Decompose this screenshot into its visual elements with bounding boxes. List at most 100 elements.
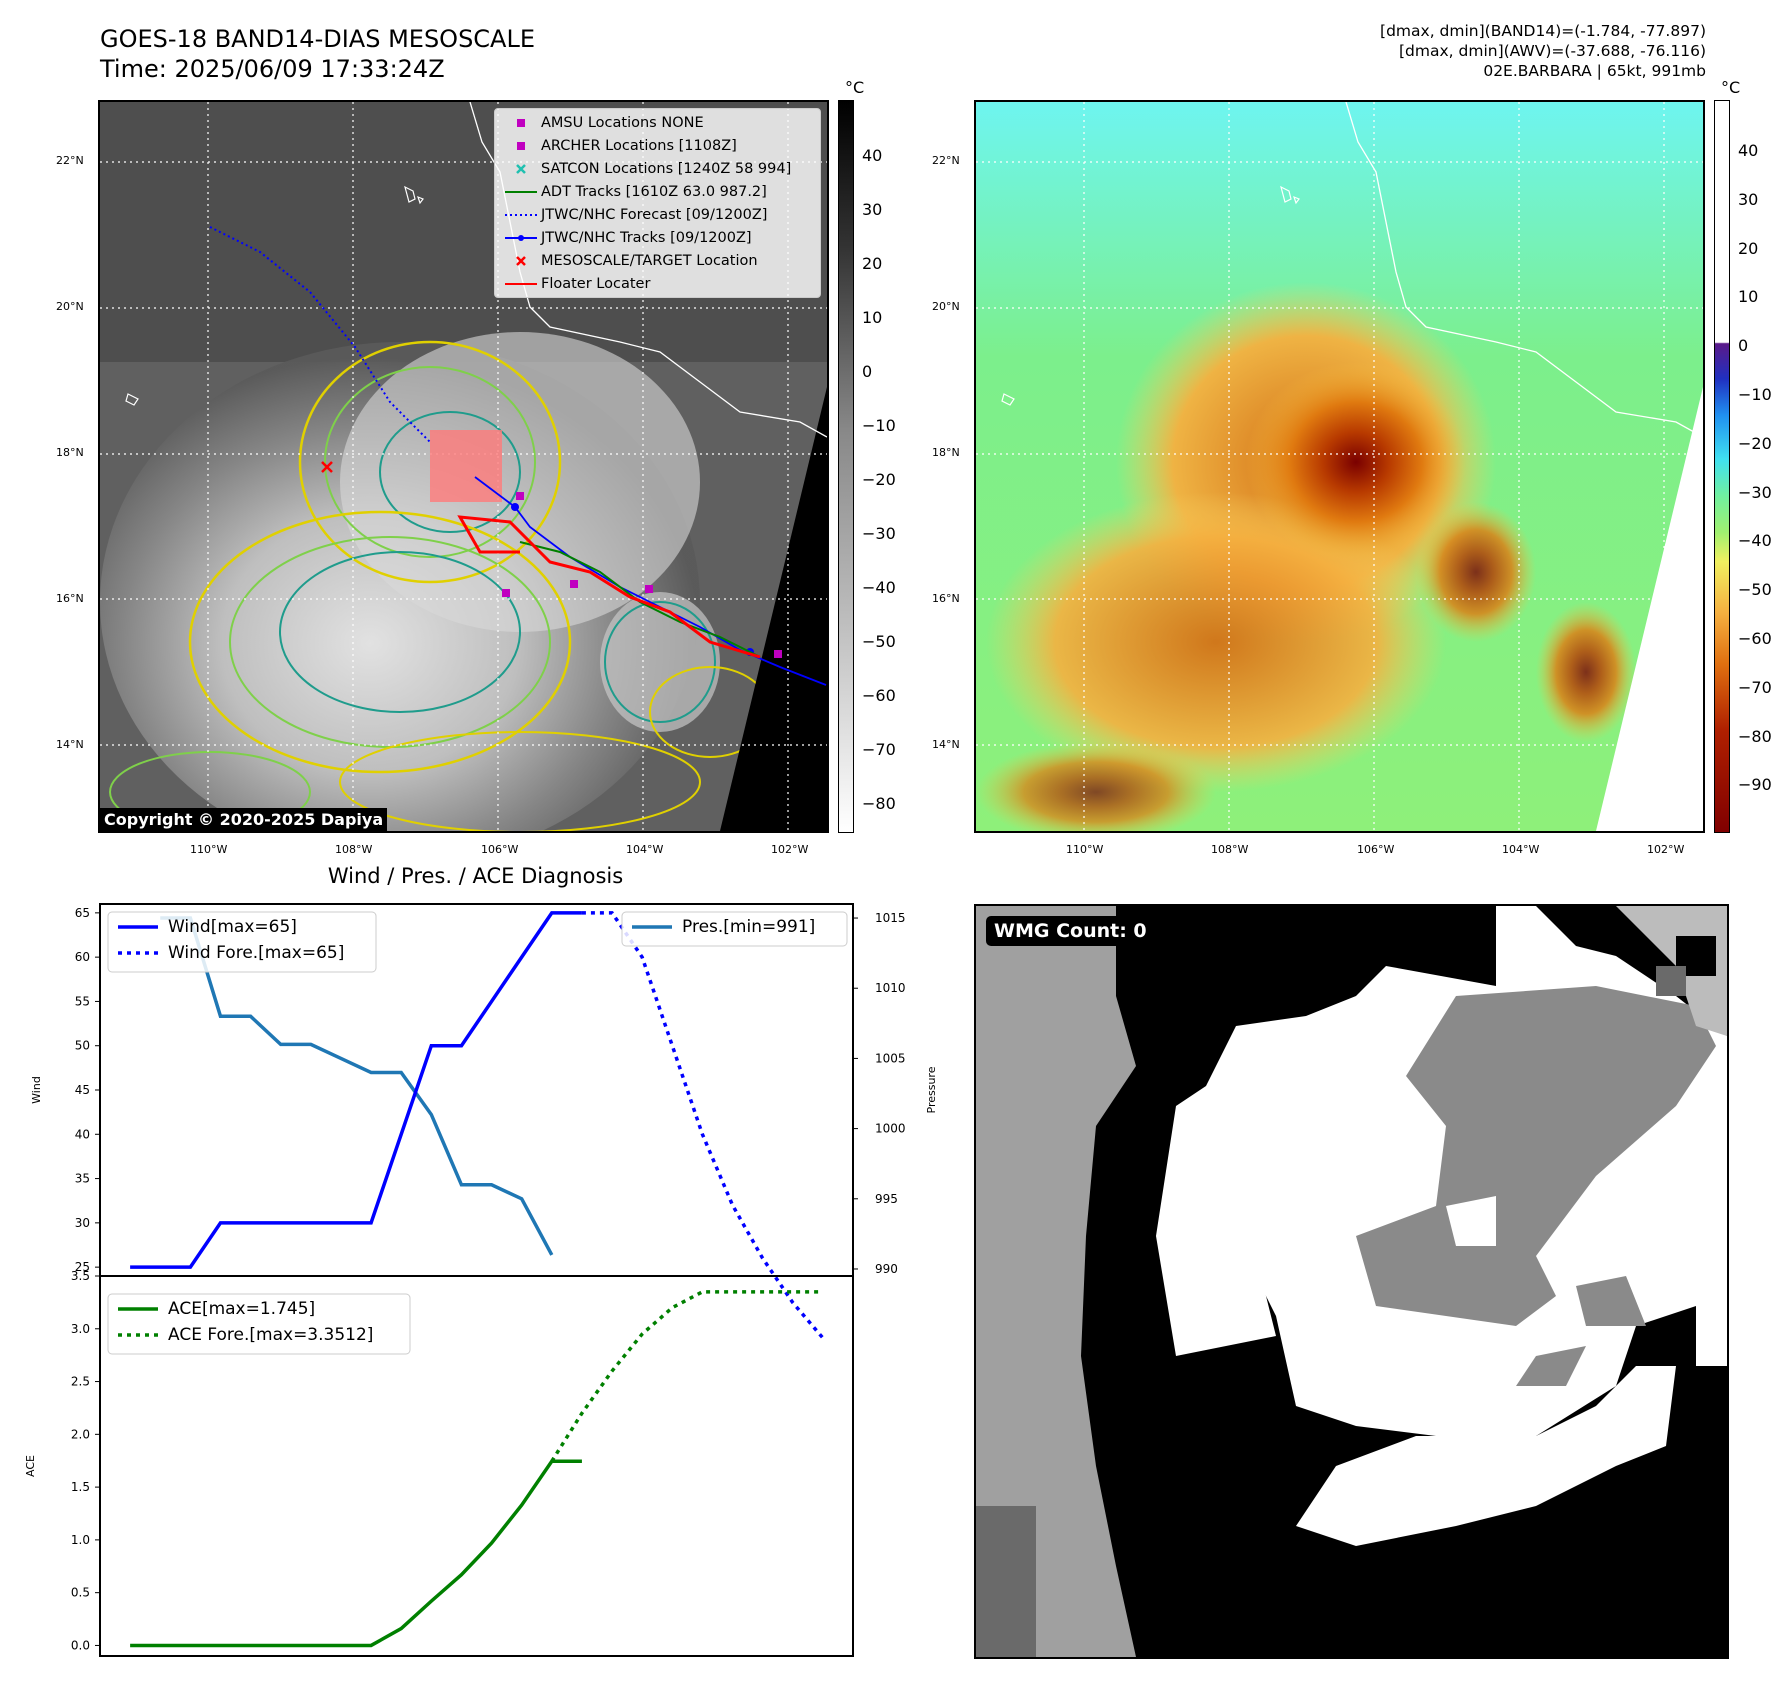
colorbar-tick-label: −50: [1738, 580, 1772, 600]
stats-line2: [dmax, dmin](AWV)=(-37.688, -76.116): [1399, 42, 1706, 60]
colorbar-tick-label: −50: [862, 632, 896, 651]
ir-colorbar-unit: °C: [845, 78, 865, 97]
lat-label: 18°N: [932, 446, 960, 459]
enhanced-map-panel: [974, 100, 1705, 833]
wmg-image: [976, 906, 1727, 1657]
legend-entry: ADT Tracks [1610Z 63.0 987.2]: [501, 180, 814, 203]
colorbar-tick-label: −30: [1738, 482, 1772, 502]
lon-label: 106°W: [1357, 843, 1395, 856]
ace-y-tick-label: 3.0: [71, 1322, 90, 1336]
ace-y-tick-label: 1.0: [71, 1533, 90, 1547]
colorbar-tick-label: −60: [862, 686, 896, 705]
lon-label: 108°W: [335, 843, 373, 856]
legend-marker-icon: [501, 185, 541, 199]
lat-label: 14°N: [932, 738, 960, 751]
wind-y-tick-label: 35: [75, 1172, 90, 1186]
colorbar-tick-label: −80: [1738, 726, 1772, 746]
wmg-panel: WMG Count: 0: [974, 904, 1729, 1659]
pressure-y-tick-label: 990: [875, 1262, 898, 1276]
wind-y-tick-label: 60: [75, 950, 90, 964]
colorbar-tick-label: −20: [862, 470, 896, 489]
colorbar-tick-label: −30: [862, 524, 896, 543]
lon-label: 108°W: [1211, 843, 1249, 856]
legend-label: Pres.[min=991]: [682, 917, 815, 937]
ace-y-tick-label: 2.0: [71, 1427, 90, 1441]
lat-label: 20°N: [932, 300, 960, 313]
ace-axis-label: ACE: [24, 1455, 37, 1477]
colorbar-tick-label: −20: [1738, 433, 1772, 453]
diagnosis-title: Wind / Pres. / ACE Diagnosis: [327, 864, 624, 888]
lon-label: 104°W: [626, 843, 664, 856]
legend-marker-icon: [501, 116, 541, 130]
ace-chart-frame: [99, 1275, 854, 1657]
lon-label: 106°W: [481, 843, 519, 856]
floater-track: [457, 515, 761, 659]
wind-y-tick-label: 45: [75, 1083, 90, 1097]
legend-label: ARCHER Locations [1108Z]: [541, 137, 737, 154]
legend-marker-icon: [501, 254, 541, 268]
lon-label: 110°W: [190, 843, 228, 856]
wind-axis-label: Wind: [30, 1076, 43, 1104]
wind-legend: [107, 911, 377, 973]
legend-label: ADT Tracks [1610Z 63.0 987.2]: [541, 183, 767, 200]
colorbar-tick-label: −40: [1738, 531, 1772, 551]
legend-marker-icon: [501, 139, 541, 153]
nhc-track: [474, 476, 827, 686]
wind-pressure-chart: 25 30 35 40 45 50 55 60 65 990 995 1000 1005 1010 1015…: [30, 903, 938, 1340]
wind-y-tick-label: 65: [75, 906, 90, 920]
colorbar-tick-label: −60: [1738, 629, 1772, 648]
ir-map-panel: AMSU Locations NONE ARCHER Locations [110…: [98, 100, 829, 833]
legend-entry: ARCHER Locations [1108Z]: [501, 134, 814, 157]
colorbar-tick-label: −70: [862, 740, 896, 759]
colorbar-tick-label: 40: [1738, 141, 1759, 160]
legend-label: ACE Fore.[max=3.3512]: [168, 1325, 373, 1345]
ace-legend: [107, 1293, 411, 1355]
legend-label: Wind Fore.[max=65]: [168, 943, 344, 963]
lon-label: 102°W: [771, 843, 809, 856]
legend-entry: JTWC/NHC Forecast [09/1200Z]: [501, 203, 814, 226]
legend-label: MESOSCALE/TARGET Location: [541, 252, 758, 269]
lat-label: 20°N: [56, 300, 84, 313]
pressure-y-tick-label: 995: [875, 1192, 898, 1206]
legend-entry: AMSU Locations NONE: [501, 111, 814, 134]
enhanced-map-image: [976, 102, 1703, 831]
ace-y-tick-label: 0.0: [71, 1638, 90, 1652]
ace-chart: 0.0 0.5 1.0 1.5 2.0 2.5 3.0 3.5 ACE ACE[max=1.745…: [24, 1269, 854, 1657]
copyright-label: Copyright © 2020-2025 Dapiya: [100, 808, 388, 831]
wind-y-tick-label: 50: [75, 1039, 90, 1053]
legend-label: Wind[max=65]: [168, 917, 297, 937]
legend-entry: Floater Locater: [501, 272, 814, 295]
ir-map-legend: AMSU Locations NONE ARCHER Locations [110…: [494, 108, 821, 298]
legend-entry: SATCON Locations [1240Z 58 994]: [501, 157, 814, 180]
pressure-y-tick-label: 1005: [875, 1051, 906, 1065]
wind-y-tick-label: 30: [75, 1216, 90, 1230]
legend-label: JTWC/NHC Tracks [09/1200Z]: [541, 229, 752, 246]
ace-forecast-line: [550, 1290, 823, 1463]
enhanced-map-grid: [976, 102, 1703, 831]
enhanced-colorbar: [1714, 100, 1730, 833]
colorbar-tick-label: −10: [1738, 385, 1772, 404]
colorbar-tick-label: −90: [1738, 775, 1772, 795]
diagnosis-charts: 25 30 35 40 45 50 55 60 65 990 995 1000 1005 1010 1015…: [24, 903, 938, 1657]
wind-line: [130, 911, 582, 1269]
lat-label: 22°N: [932, 154, 960, 167]
colorbar-tick-label: 10: [862, 308, 883, 327]
ace-y-tick-label: 2.5: [71, 1375, 90, 1389]
pressure-y-tick-label: 1010: [875, 981, 906, 995]
colorbar-tick-label: −80: [862, 794, 896, 813]
forecast-track: [209, 226, 431, 443]
colorbar-tick-label: −10: [862, 416, 896, 435]
legend-label: ACE[max=1.745]: [168, 1299, 315, 1319]
ace-line: [130, 1459, 582, 1648]
lat-label: 16°N: [56, 592, 84, 605]
legend-entry: JTWC/NHC Tracks [09/1200Z]: [501, 226, 814, 249]
stats-line3: 02E.BARBARA | 65kt, 991mb: [1483, 62, 1706, 80]
colorbar-tick-label: 20: [1738, 238, 1759, 258]
wind-y-tick-label: 40: [75, 1127, 90, 1141]
legend-label: AMSU Locations NONE: [541, 114, 704, 131]
colorbar-tick-label: 0: [1738, 336, 1749, 356]
pressure-y-tick-label: 1015: [875, 911, 906, 925]
stats-line1: [dmax, dmin](BAND14)=(-1.784, -77.897): [1380, 22, 1706, 40]
colorbar-tick-label: 40: [862, 146, 883, 165]
colorbar-tick-label: −70: [1738, 677, 1772, 697]
